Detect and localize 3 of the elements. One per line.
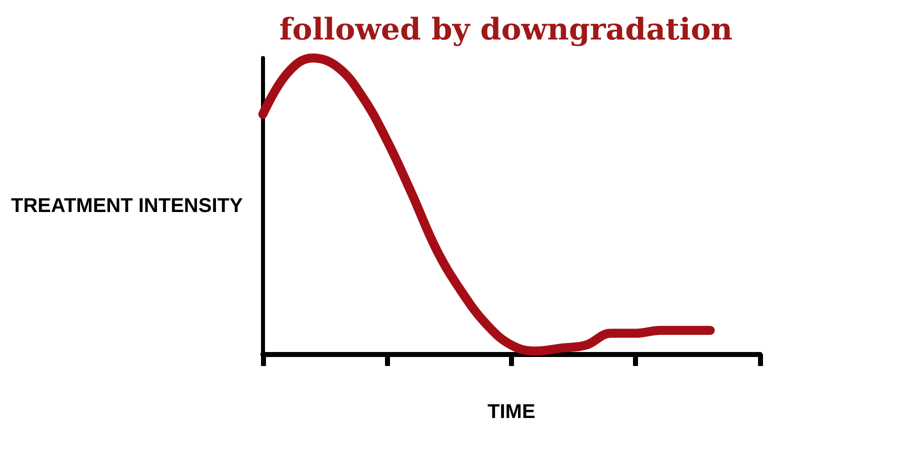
y-axis-title: TREATMENT INTENSITY: [10, 195, 244, 217]
x-axis-title: TIME: [488, 401, 536, 423]
chart-title: followed by downgradation: [279, 12, 733, 48]
